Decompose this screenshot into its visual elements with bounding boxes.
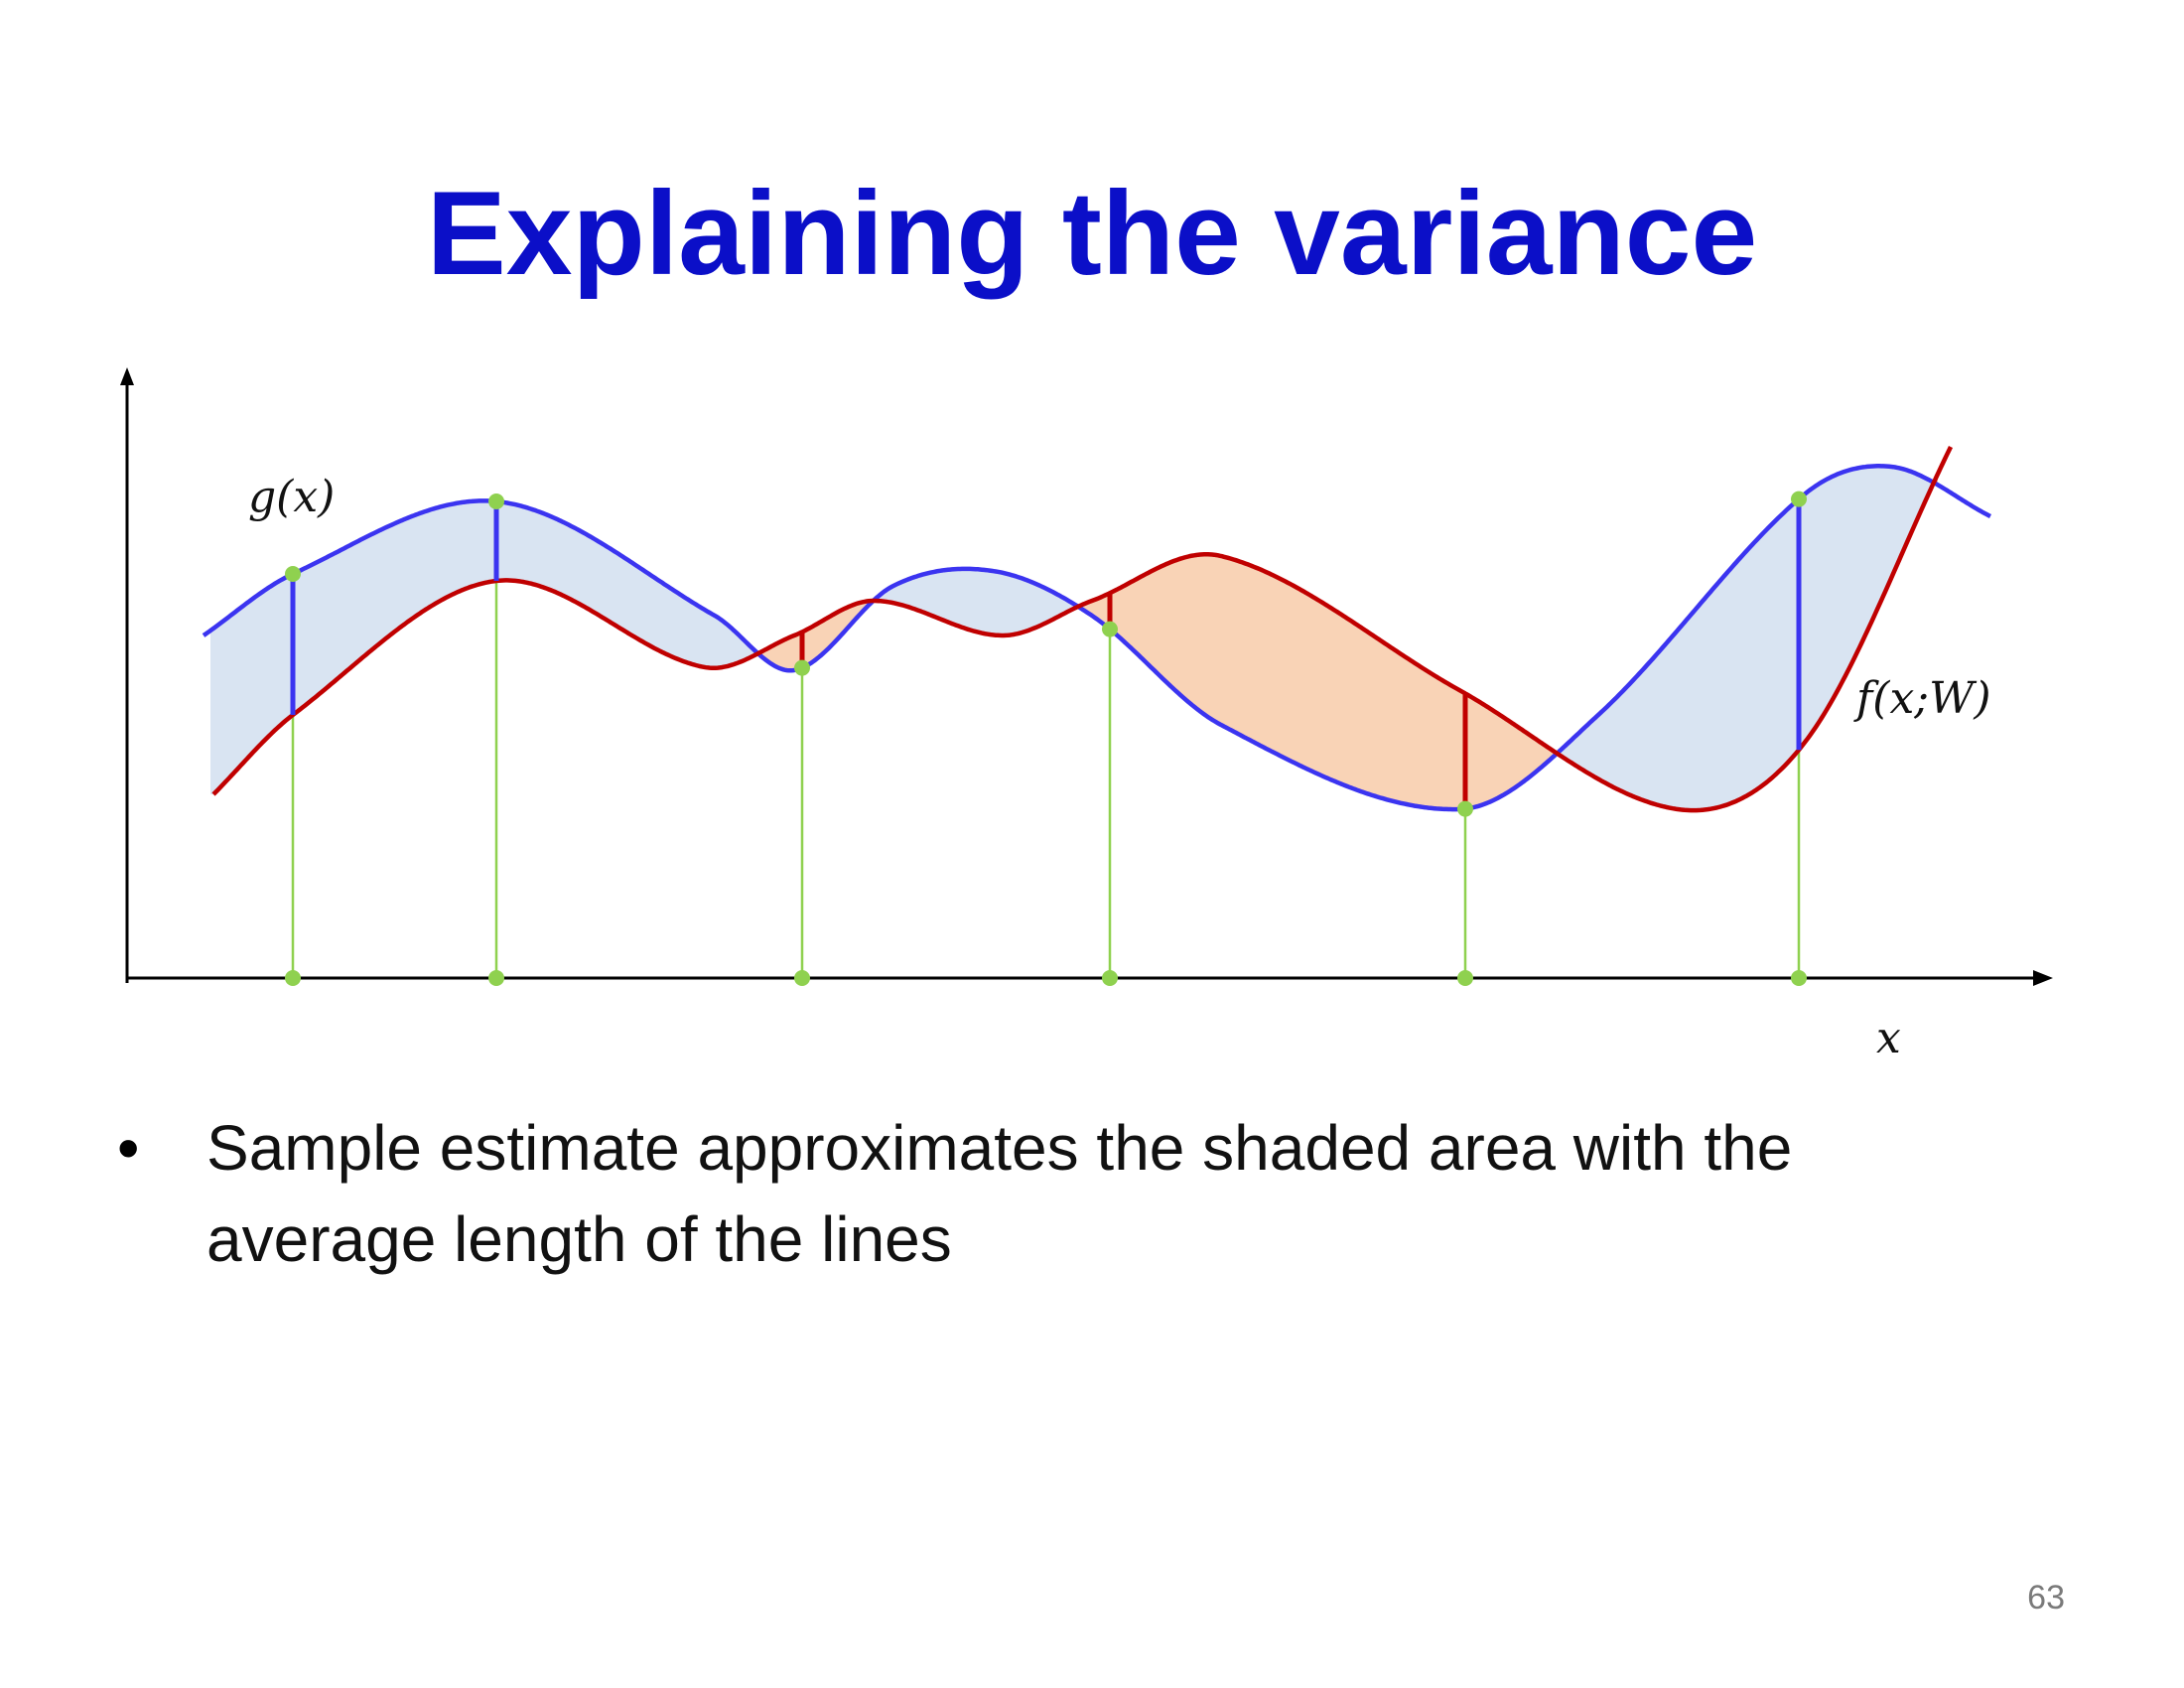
- sample-point-marker: [794, 970, 810, 986]
- sample-point-marker: [1457, 800, 1473, 817]
- sample-point-marker: [1791, 970, 1807, 986]
- sample-point-marker: [1102, 621, 1118, 637]
- sample-point-marker: [285, 566, 301, 582]
- slide-title: Explaining the variance: [426, 167, 1758, 300]
- sample-point-marker: [285, 970, 301, 986]
- sample-point-marker: [488, 970, 504, 986]
- sample-point-marker: [794, 659, 810, 676]
- page-number: 63: [2027, 1579, 2065, 1617]
- sample-point-marker: [1102, 970, 1118, 986]
- shaded-region-f-above-g: [758, 474, 1938, 810]
- curve-f: [211, 446, 1954, 813]
- bullet-marker: •: [117, 1112, 140, 1184]
- x-axis-arrow: [2033, 970, 2053, 986]
- label-f: f(x;W): [1853, 673, 1990, 724]
- label-g: g(x): [248, 472, 335, 522]
- bullet-text: Sample estimate approximates the shaded …: [206, 1112, 1793, 1275]
- label-x: x: [1876, 1013, 1901, 1063]
- bullet-item: • Sample estimate approximates the shade…: [117, 1102, 2053, 1285]
- sample-point-marker: [1457, 970, 1473, 986]
- sample-point-marker: [488, 493, 504, 509]
- shaded-region-g-above-f: [210, 466, 1934, 811]
- sample-point-marker: [1791, 491, 1807, 507]
- sample-markers: [285, 491, 1807, 986]
- y-axis-arrow: [120, 367, 134, 385]
- bullet-list: • Sample estimate approximates the shade…: [117, 1102, 2053, 1285]
